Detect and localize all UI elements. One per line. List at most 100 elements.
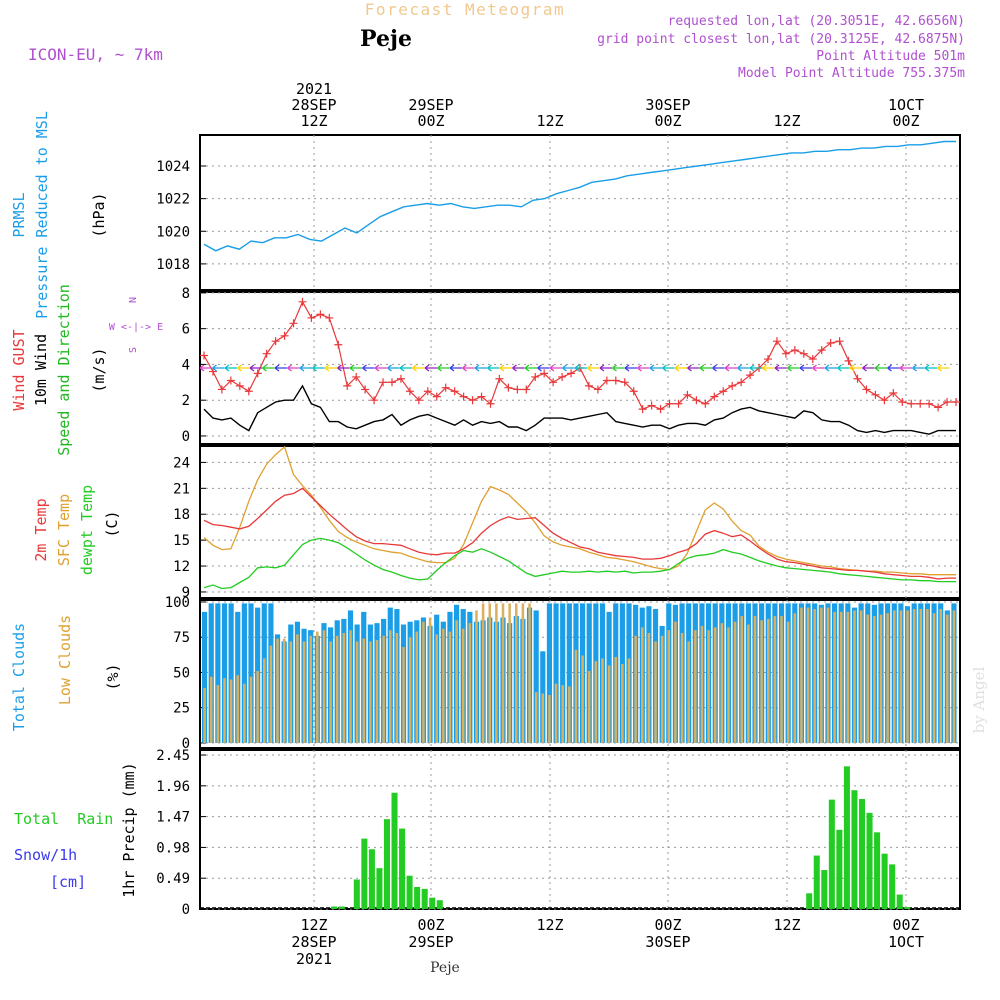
low-cloud-bar bbox=[932, 613, 936, 743]
total-cloud-bar bbox=[553, 603, 559, 743]
gust-line bbox=[203, 300, 956, 410]
bottom-axis-label: 28SEP bbox=[291, 933, 336, 951]
low-cloud-bar bbox=[276, 638, 279, 743]
wind-direction-arrow bbox=[299, 364, 312, 372]
low-cloud-bar bbox=[866, 614, 870, 743]
wind-direction-arrow bbox=[324, 364, 337, 372]
gust-point bbox=[370, 396, 379, 405]
gust-point bbox=[656, 405, 665, 414]
gust-point bbox=[647, 401, 656, 410]
gust-point bbox=[593, 385, 602, 394]
wind-direction-arrow bbox=[887, 364, 900, 372]
low-cloud-bar bbox=[773, 616, 777, 743]
gust-point bbox=[558, 372, 567, 381]
gust-point bbox=[871, 390, 880, 399]
top-axis-label: 28SEP bbox=[291, 96, 336, 114]
gust-point bbox=[513, 385, 522, 394]
location-title: Peje bbox=[360, 26, 412, 52]
low-cloud-bar bbox=[899, 610, 903, 743]
top-axis-label: 12Z bbox=[773, 112, 800, 130]
gust-point bbox=[683, 390, 692, 399]
low-cloud-bar bbox=[753, 616, 757, 743]
low-cloud-bar bbox=[926, 609, 929, 743]
temp-unit: (C) bbox=[103, 510, 121, 537]
gust-point bbox=[772, 337, 781, 346]
low-cloud-bar bbox=[342, 632, 346, 743]
low-cloud-bar bbox=[322, 630, 326, 743]
y-tick-label: 1.96 bbox=[156, 779, 190, 795]
low-cloud-bar bbox=[554, 683, 558, 743]
wind-labels: Wind GUST 10m Wind Speed and Direction (… bbox=[10, 284, 163, 456]
gust-point bbox=[620, 378, 629, 387]
bottom-axis-label: 12Z bbox=[536, 916, 563, 934]
panel-frame bbox=[199, 445, 961, 599]
gust-point bbox=[925, 399, 934, 408]
gust-point bbox=[432, 392, 441, 401]
rain-bar bbox=[843, 766, 850, 909]
gust-point bbox=[531, 372, 540, 381]
gust-point bbox=[584, 381, 593, 390]
gust-point bbox=[943, 397, 952, 406]
wind-direction-arrow bbox=[312, 364, 325, 372]
bottom-axis-label: 00Z bbox=[654, 916, 681, 934]
low-cloud-bar bbox=[760, 620, 763, 743]
gust-point bbox=[414, 396, 423, 405]
low-cloud-bar bbox=[362, 638, 366, 743]
gust-point bbox=[450, 387, 459, 396]
precip-labels: Total Rain Snow/1h [cm] 1hr Precip (mm) bbox=[14, 762, 138, 897]
low-cloud-bar bbox=[893, 610, 896, 743]
low-cloud-bar bbox=[448, 631, 452, 743]
total-cloud-bar bbox=[202, 611, 208, 743]
low-cloud-bar bbox=[641, 627, 644, 743]
wind-direction-arrow bbox=[699, 364, 712, 372]
gust-point bbox=[701, 399, 710, 408]
gust-point bbox=[522, 385, 531, 394]
low-cloud-bar bbox=[442, 628, 445, 743]
gust-point bbox=[746, 371, 755, 380]
low-cloud-bar bbox=[203, 687, 206, 743]
wind-direction-arrow bbox=[387, 364, 400, 372]
gust-point bbox=[602, 376, 611, 385]
low-cloud-bar bbox=[912, 609, 916, 743]
low-cloud-bar bbox=[455, 620, 458, 743]
gust-point bbox=[226, 376, 235, 385]
wind-direction-arrow bbox=[712, 364, 725, 372]
low-cloud-bar bbox=[229, 679, 233, 743]
y-tick-label: 9 bbox=[182, 585, 190, 601]
low-cloud-bar bbox=[846, 611, 850, 743]
low-cloud-bar bbox=[886, 613, 889, 743]
grid-point-coords: grid point closest lon,lat (20.3125E, 42… bbox=[597, 32, 965, 47]
snow-label: Snow/1h bbox=[14, 846, 77, 864]
low-cloud-bar bbox=[800, 607, 803, 743]
gust-point bbox=[790, 346, 799, 355]
rain-bar bbox=[383, 819, 390, 909]
top-axis-label: 12Z bbox=[300, 112, 327, 130]
sfc-temp-line bbox=[203, 445, 956, 576]
pressure-line bbox=[203, 140, 956, 252]
low-cloud-bar bbox=[501, 603, 505, 743]
low-cloud-bar bbox=[713, 627, 717, 743]
total-cloud-bar bbox=[208, 603, 214, 743]
gust-point bbox=[799, 349, 808, 358]
low-cloud-bar bbox=[296, 634, 299, 743]
gust-point bbox=[674, 399, 683, 408]
wind-direction-arrow bbox=[374, 364, 387, 372]
gust-point bbox=[253, 369, 262, 378]
point-altitude: Point Altitude 501m bbox=[816, 49, 965, 64]
rain-bar bbox=[436, 900, 443, 909]
clouds-unit: (%) bbox=[104, 663, 122, 690]
gust-point bbox=[361, 385, 370, 394]
low-cloud-bar bbox=[481, 603, 485, 743]
requested-coords: requested lon,lat (20.3051E, 42.6656N) bbox=[668, 14, 965, 29]
rain-bar bbox=[858, 799, 866, 909]
bottom-axis-label: 12Z bbox=[773, 916, 800, 934]
temp2m-line bbox=[203, 487, 956, 580]
y-tick-label: 24 bbox=[173, 455, 190, 471]
gust-point bbox=[916, 399, 925, 408]
data-marks bbox=[199, 140, 960, 909]
wind-direction-arrow bbox=[612, 364, 625, 372]
wind-direction-arrow bbox=[687, 364, 700, 372]
low-cloud-bar bbox=[740, 616, 744, 743]
low-cloud-bar bbox=[223, 678, 226, 743]
